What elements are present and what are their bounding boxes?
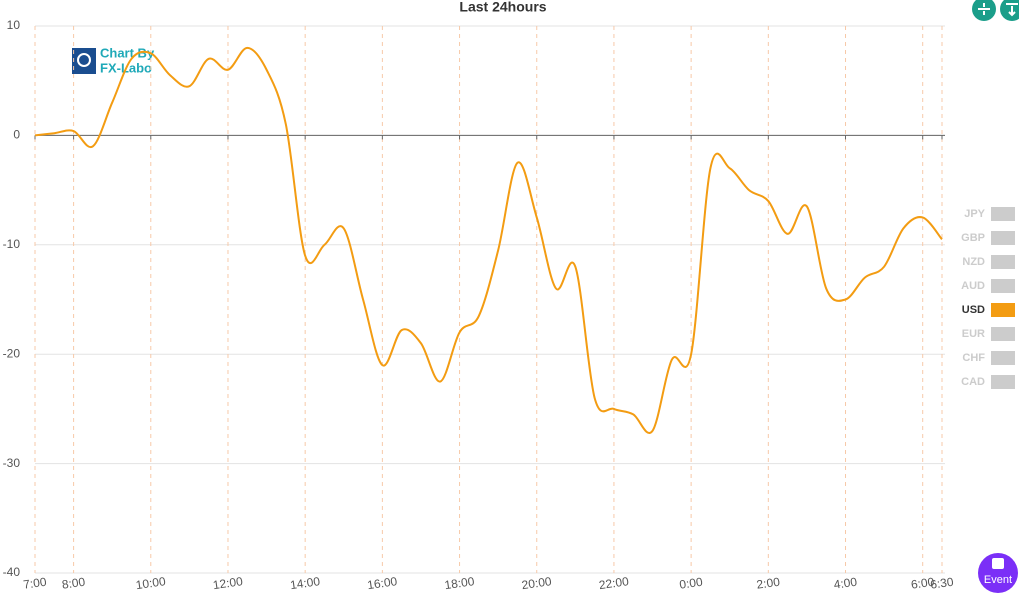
legend-swatch[interactable] <box>991 303 1015 317</box>
legend-swatch[interactable] <box>991 279 1015 293</box>
legend-swatch[interactable] <box>991 375 1015 389</box>
watermark-logo <box>72 48 96 74</box>
x-tick-label: 7:00 <box>22 575 47 592</box>
y-tick-label: -40 <box>3 565 21 579</box>
y-tick-label: 0 <box>13 128 20 142</box>
watermark-icon <box>77 53 91 67</box>
x-tick-label: 6:30 <box>929 575 954 592</box>
x-tick-label: 22:00 <box>598 574 630 592</box>
download-icon <box>1006 3 1018 17</box>
x-tick-label: 20:00 <box>521 574 553 592</box>
y-tick-label: 10 <box>7 18 21 32</box>
legend-label: GBP <box>961 232 985 244</box>
x-tick-label: 14:00 <box>289 574 321 592</box>
x-tick-label: 16:00 <box>366 574 398 592</box>
event-label[interactable]: Event <box>984 574 1012 586</box>
legend-label: EUR <box>962 328 985 340</box>
collapse-button[interactable] <box>972 0 996 21</box>
event-circle[interactable] <box>978 553 1018 593</box>
legend-label: CAD <box>961 376 985 388</box>
line <box>34 46 943 434</box>
legend-swatch[interactable] <box>991 351 1015 365</box>
legend-swatch[interactable] <box>991 255 1015 269</box>
watermark: Chart By FX-Labo <box>72 45 155 75</box>
legend-swatch[interactable] <box>991 207 1015 221</box>
chart-title: Last 24hours <box>459 0 546 15</box>
event-icon <box>992 558 1004 569</box>
legend-label: JPY <box>964 208 985 220</box>
legend-label: USD <box>962 304 985 316</box>
x-tick-label: 10:00 <box>135 574 167 592</box>
event-button[interactable]: Event <box>978 553 1018 593</box>
y-tick-label: -30 <box>3 456 21 470</box>
legend-swatch[interactable] <box>991 327 1015 341</box>
x-tick-label: 2:00 <box>756 575 781 592</box>
x-tick-label: 8:00 <box>61 575 86 592</box>
collapse-icon <box>978 3 990 15</box>
x-tick-label: 4:00 <box>833 575 858 592</box>
y-tick-label: -20 <box>3 346 21 360</box>
legend-swatch[interactable] <box>991 231 1015 245</box>
legend-label: CHF <box>962 352 985 364</box>
legend-label: AUD <box>961 280 985 292</box>
x-tick-label: 6:00 <box>910 575 935 592</box>
x-tick-label: 0:00 <box>678 575 703 592</box>
download-button[interactable] <box>1000 0 1019 21</box>
watermark-text: Chart By <box>100 45 155 60</box>
y-tick-label: -10 <box>3 237 21 251</box>
x-tick-label: 18:00 <box>444 574 476 592</box>
toolbar <box>972 0 1019 21</box>
x-tick-label: 12:00 <box>212 574 244 592</box>
legend-label: NZD <box>962 256 985 268</box>
